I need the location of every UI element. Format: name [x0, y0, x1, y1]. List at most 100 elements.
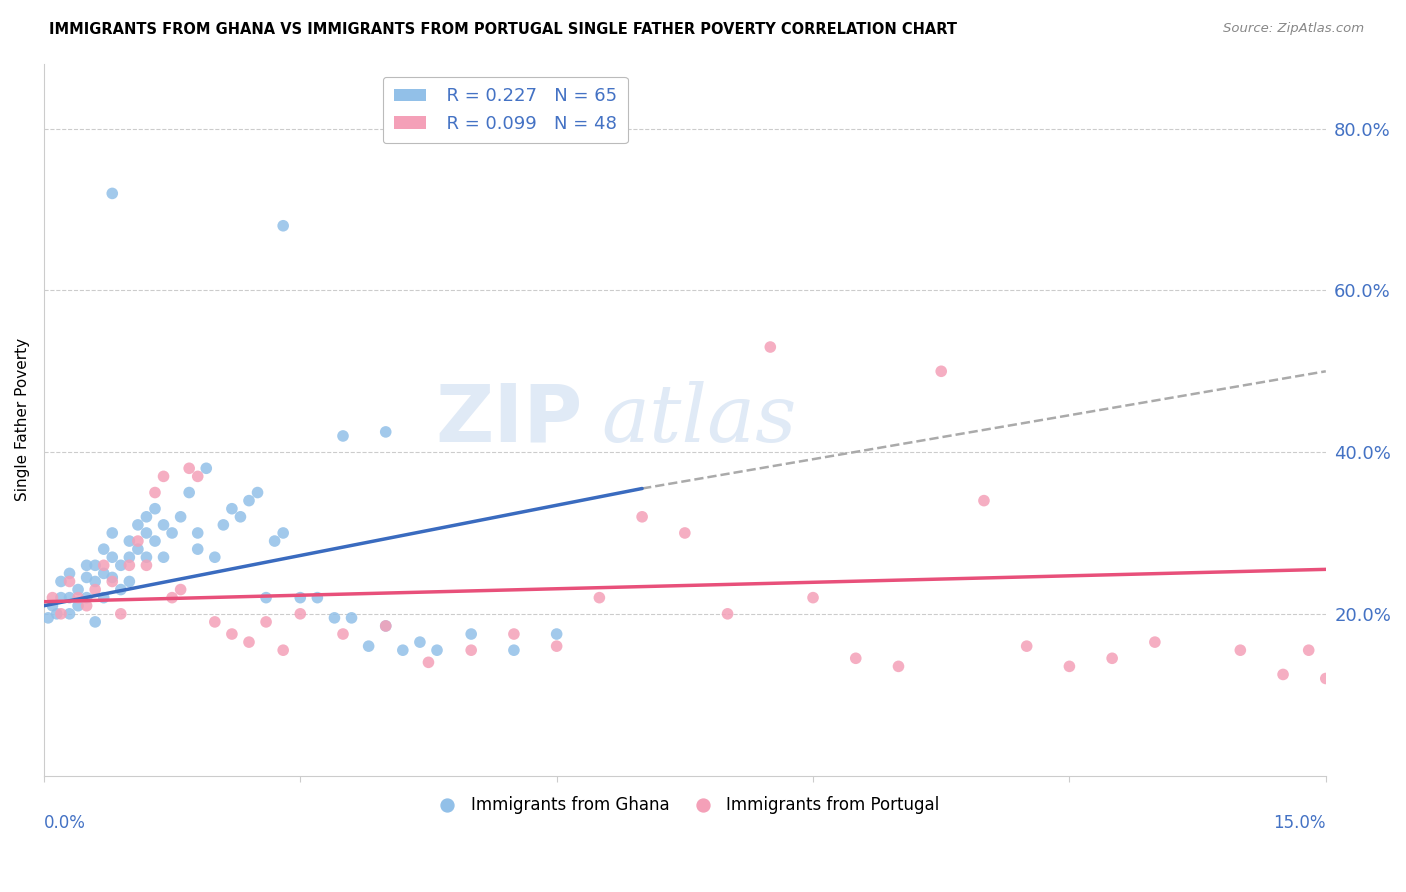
Point	[179, 461, 201, 475]
Point	[76, 570, 98, 584]
Point	[374, 425, 396, 439]
Point	[135, 550, 157, 565]
Point	[1015, 639, 1038, 653]
Text: atlas: atlas	[602, 381, 797, 458]
Point	[169, 582, 191, 597]
Point	[340, 611, 363, 625]
Point	[374, 619, 396, 633]
Point	[67, 582, 90, 597]
Legend: Immigrants from Ghana, Immigrants from Portugal: Immigrants from Ghana, Immigrants from P…	[423, 789, 946, 821]
Point	[1229, 643, 1251, 657]
Point	[546, 639, 568, 653]
Text: 0.0%: 0.0%	[44, 814, 86, 832]
Point	[290, 607, 312, 621]
Point	[93, 566, 115, 581]
Point	[110, 558, 132, 573]
Point	[127, 542, 149, 557]
Point	[254, 615, 277, 629]
Point	[929, 364, 952, 378]
Point	[307, 591, 329, 605]
Point	[195, 461, 218, 475]
Point	[246, 485, 269, 500]
Point	[973, 493, 995, 508]
Point	[271, 643, 294, 657]
Point	[716, 607, 738, 621]
Point	[887, 659, 910, 673]
Point	[187, 526, 209, 541]
Point	[58, 566, 80, 581]
Point	[169, 509, 191, 524]
Point	[187, 542, 209, 557]
Point	[93, 591, 115, 605]
Point	[332, 429, 354, 443]
Point	[143, 501, 166, 516]
Point	[127, 534, 149, 549]
Point	[204, 550, 226, 565]
Point	[1272, 667, 1295, 681]
Point	[49, 591, 72, 605]
Point	[238, 635, 260, 649]
Point	[58, 574, 80, 589]
Point	[503, 627, 526, 641]
Point	[221, 501, 243, 516]
Point	[84, 574, 107, 589]
Point	[135, 526, 157, 541]
Point	[93, 542, 115, 557]
Point	[118, 574, 141, 589]
Point	[101, 574, 124, 589]
Point	[152, 469, 174, 483]
Point	[332, 627, 354, 641]
Point	[143, 485, 166, 500]
Point	[1143, 635, 1166, 649]
Point	[76, 558, 98, 573]
Point	[1101, 651, 1123, 665]
Point	[84, 558, 107, 573]
Point	[152, 550, 174, 565]
Point	[588, 591, 610, 605]
Point	[221, 627, 243, 641]
Point	[49, 607, 72, 621]
Text: ZIP: ZIP	[434, 381, 582, 458]
Point	[160, 526, 183, 541]
Point	[323, 611, 346, 625]
Point	[229, 509, 252, 524]
Point	[110, 607, 132, 621]
Point	[409, 635, 432, 649]
Point	[160, 591, 183, 605]
Point	[76, 591, 98, 605]
Point	[152, 517, 174, 532]
Point	[93, 558, 115, 573]
Point	[460, 627, 482, 641]
Text: Source: ZipAtlas.com: Source: ZipAtlas.com	[1223, 22, 1364, 36]
Point	[1315, 672, 1337, 686]
Point	[101, 550, 124, 565]
Point	[58, 591, 80, 605]
Point	[118, 550, 141, 565]
Point	[49, 574, 72, 589]
Point	[67, 591, 90, 605]
Point	[41, 599, 63, 613]
Point	[1298, 643, 1320, 657]
Y-axis label: Single Father Poverty: Single Father Poverty	[15, 338, 30, 501]
Point	[135, 558, 157, 573]
Point	[110, 582, 132, 597]
Point	[357, 639, 380, 653]
Point	[143, 534, 166, 549]
Point	[84, 582, 107, 597]
Point	[179, 485, 201, 500]
Point	[67, 599, 90, 613]
Point	[101, 526, 124, 541]
Point	[254, 591, 277, 605]
Point	[392, 643, 415, 657]
Text: IMMIGRANTS FROM GHANA VS IMMIGRANTS FROM PORTUGAL SINGLE FATHER POVERTY CORRELAT: IMMIGRANTS FROM GHANA VS IMMIGRANTS FROM…	[49, 22, 957, 37]
Point	[212, 517, 235, 532]
Point	[1059, 659, 1081, 673]
Point	[374, 619, 396, 633]
Point	[673, 526, 696, 541]
Point	[418, 656, 440, 670]
Point	[41, 591, 63, 605]
Point	[801, 591, 824, 605]
Point	[118, 558, 141, 573]
Point	[460, 643, 482, 657]
Point	[76, 599, 98, 613]
